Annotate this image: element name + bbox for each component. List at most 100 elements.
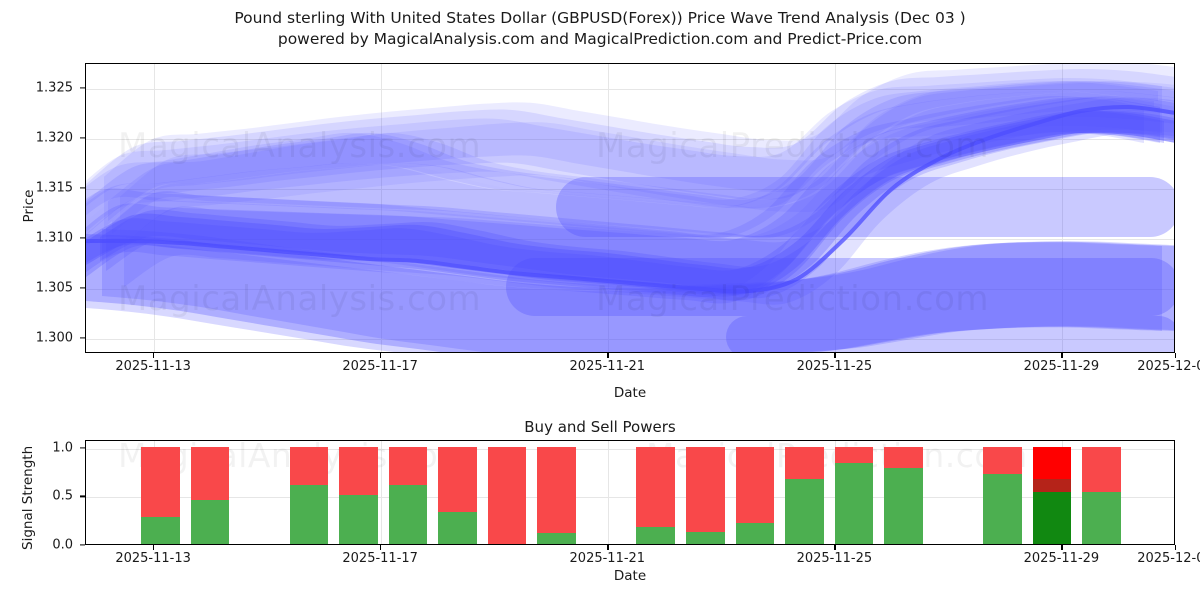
bar-sell-segment[interactable] <box>1082 446 1121 493</box>
bar-sell-segment[interactable] <box>487 446 527 544</box>
terminal-capsule-upper <box>556 177 1174 237</box>
bar-buy-segment[interactable] <box>785 478 824 544</box>
bar-sell-segment[interactable] <box>537 446 576 534</box>
wave-band-mid <box>106 96 1174 299</box>
gridline-vertical <box>381 64 383 352</box>
buy-sell-powers-chart[interactable]: MagicalAnalysis.com MagicalPrediction.co… <box>52 440 1200 566</box>
gridline-horizontal <box>86 339 1174 340</box>
x-axis-tick-mark <box>607 545 609 550</box>
bar-buy-segment[interactable] <box>140 516 180 544</box>
bar-sell-segment[interactable] <box>636 446 676 528</box>
y-axis-tick-label: 1.0 <box>52 440 73 456</box>
wave-center-line <box>86 104 1174 294</box>
bar-buy-segment[interactable] <box>636 527 676 544</box>
bar-buy-segment[interactable] <box>537 533 576 544</box>
bar-buy-segment[interactable] <box>983 474 1022 544</box>
y-axis-tick-mark <box>80 87 85 89</box>
powers-subplot-title: Buy and Sell Powers <box>524 418 676 436</box>
bar-buy-segment[interactable] <box>1032 492 1072 544</box>
x-axis-tick-label: 2025-11-13 <box>115 551 191 566</box>
x-axis-tick-mark <box>1175 545 1177 550</box>
y-axis-tick-mark <box>80 544 85 546</box>
bar-sell-segment[interactable] <box>438 446 477 512</box>
y-axis-tick-label: 1.320 <box>35 130 73 146</box>
gridline-horizontal <box>86 448 1174 450</box>
powers-axes-frame: MagicalAnalysis.com MagicalPrediction.co… <box>85 440 1175 545</box>
gridline-horizontal <box>86 497 1174 499</box>
bar-buy-segment[interactable] <box>834 463 874 544</box>
wave-band-mid <box>124 97 1174 305</box>
bar-sell-segment[interactable] <box>339 446 378 496</box>
wave-band-lower <box>86 240 1162 352</box>
title-line-2: powered by MagicalAnalysis.com and Magic… <box>277 30 923 48</box>
gridline-vertical <box>1062 64 1064 352</box>
y-axis-tick-mark <box>80 495 85 497</box>
y-axis-tick-label: 1.325 <box>35 80 73 96</box>
bar-sell-segment[interactable] <box>289 446 329 485</box>
wave-band-outer <box>104 64 1174 228</box>
wave-band-3 <box>86 90 1154 239</box>
wave-band-2 <box>86 80 1174 221</box>
x-axis-tick-label: 2025-11-29 <box>1023 551 1100 566</box>
x-axis-tick-label: 2025-11-13 <box>115 359 191 374</box>
x-axis-tick-label: 2025-11-29 <box>1023 359 1100 374</box>
y-axis-tick-label: 0.5 <box>52 488 73 504</box>
bar-sell-segment[interactable] <box>140 446 180 517</box>
bar-buy-segment[interactable] <box>1082 492 1121 544</box>
price-x-axis-title: Date <box>613 385 647 401</box>
gridline-horizontal <box>86 239 1174 240</box>
bar-sell-segment[interactable] <box>735 446 775 523</box>
x-axis-tick-label: 2025-11-25 <box>796 359 873 374</box>
bar-buy-segment[interactable] <box>339 495 378 544</box>
wave-band-3 <box>86 90 1174 239</box>
x-axis-tick-mark <box>153 353 155 358</box>
gridline-horizontal <box>86 289 1174 290</box>
wave-band-2 <box>86 80 1158 208</box>
wave-band-3 <box>112 90 1174 239</box>
powers-x-axis-title: Date <box>613 568 647 584</box>
gridline-horizontal <box>86 139 1174 140</box>
wave-band-core <box>86 110 1174 295</box>
price-axes-frame: MagicalAnalysis.com MagicalPrediction.co… <box>85 63 1175 353</box>
bar-sell-segment[interactable] <box>1032 446 1072 479</box>
bar-buy-segment[interactable] <box>685 532 725 544</box>
bar-sell-segment[interactable] <box>388 446 428 485</box>
bar-sell-segment-mid[interactable] <box>1032 478 1072 493</box>
wave-band-lower <box>86 234 1174 352</box>
wave-band-mid <box>86 96 1174 301</box>
x-axis-tick-mark <box>380 545 382 550</box>
x-axis-tick-label: 2025-11-21 <box>569 359 646 374</box>
x-axis-tick-mark <box>380 353 382 358</box>
x-axis-tick-mark <box>1175 353 1177 358</box>
bar-buy-segment[interactable] <box>438 511 477 544</box>
price-wave-chart[interactable]: MagicalAnalysis.com MagicalPrediction.co… <box>36 63 1200 374</box>
bar-sell-segment[interactable] <box>834 446 874 464</box>
bar-buy-segment[interactable] <box>190 500 230 544</box>
x-axis-tick-mark <box>834 545 836 550</box>
y-axis-tick-mark <box>80 287 85 289</box>
y-axis-tick-mark <box>80 337 85 339</box>
y-axis-tick-mark <box>80 187 85 189</box>
wave-band-core <box>100 110 1174 293</box>
price-wave-bands <box>86 64 1174 352</box>
bar-sell-segment[interactable] <box>983 446 1022 474</box>
x-axis-tick-mark <box>1061 353 1063 358</box>
gridline-horizontal <box>86 89 1174 90</box>
bar-sell-segment[interactable] <box>190 446 230 501</box>
powers-y-axis-title: Signal Strength <box>20 445 36 550</box>
bar-buy-segment[interactable] <box>884 468 923 544</box>
bar-sell-segment[interactable] <box>884 446 923 469</box>
y-axis-tick-label: 1.305 <box>35 280 73 296</box>
x-axis-tick-mark <box>1061 545 1063 550</box>
bar-buy-segment[interactable] <box>735 522 775 544</box>
bar-buy-segment[interactable] <box>388 484 428 544</box>
y-axis-tick-mark <box>80 237 85 239</box>
bar-buy-segment[interactable] <box>289 484 329 544</box>
x-axis-tick-mark <box>834 353 836 358</box>
bar-sell-segment[interactable] <box>785 446 824 479</box>
wave-band-outer <box>120 81 1174 248</box>
bar-sell-segment[interactable] <box>685 446 725 533</box>
gridline-vertical <box>381 441 383 544</box>
x-axis-tick-label: 2025-12-01 <box>1137 551 1200 566</box>
